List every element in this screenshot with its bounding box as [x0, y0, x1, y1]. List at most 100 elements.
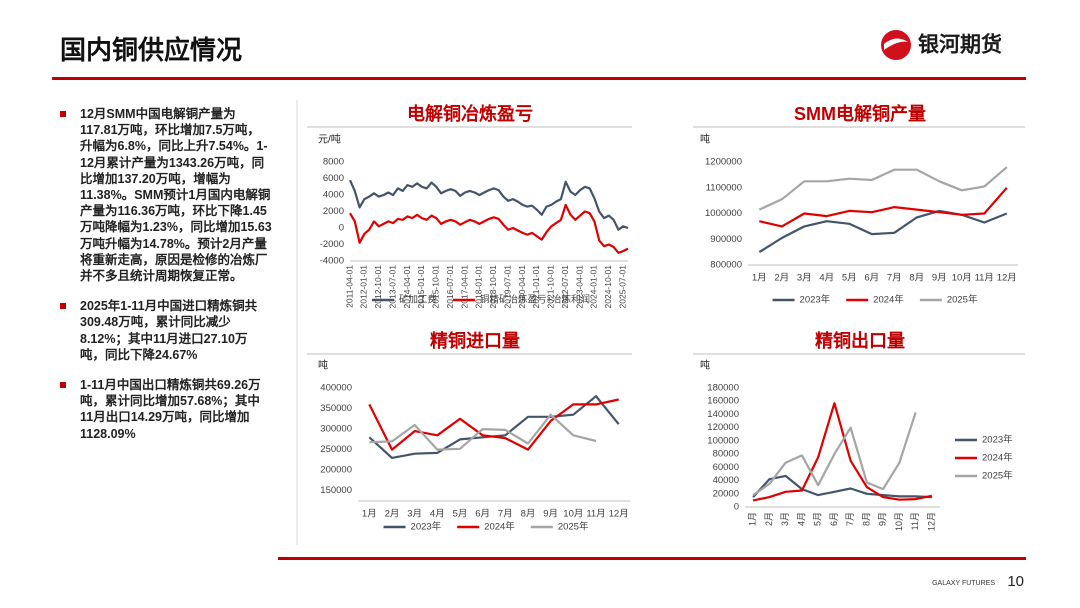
x-tick-label: 2025-07-01	[617, 265, 627, 309]
x-tick-label: 8月	[909, 273, 924, 284]
series-line	[758, 166, 1008, 211]
bullet: 2025年1-11月中国进口精炼铜共309.48万吨，累计同比减少8.12%；其…	[60, 298, 272, 363]
y-tick-label: 140000	[707, 409, 739, 420]
y-tick-label: 200000	[320, 465, 352, 476]
x-tick-label: 6月	[864, 273, 879, 284]
x-tick-label: 11月	[586, 509, 605, 520]
chart-title: 精铜进口量	[430, 330, 520, 351]
series-line	[752, 402, 933, 502]
bullet-list: 12月SMM中国电解铜产量为117.81万吨，环比增加7.5万吨，升幅为6.8%…	[60, 106, 272, 456]
y-tick-label: 800000	[710, 260, 742, 271]
chart-title: SMM电解铜产量	[794, 103, 926, 124]
y-tick-label: 40000	[713, 475, 739, 486]
x-tick-label: 2月	[764, 512, 774, 526]
series-line	[348, 179, 629, 231]
x-tick-label: 8月	[521, 509, 536, 520]
x-tick-label: 4月	[430, 509, 445, 520]
y-tick-label: 1200000	[705, 157, 742, 168]
legend-label: 2023年	[982, 434, 1013, 446]
x-tick-label: 2021-10-01	[546, 265, 556, 309]
x-tick-label: 5月	[842, 273, 857, 284]
y-tick-label: 900000	[710, 234, 742, 245]
y-tick-label: 60000	[713, 462, 739, 473]
y-unit: 元/吨	[318, 133, 341, 146]
y-unit: 吨	[700, 133, 710, 146]
x-tick-label: 2024-01-01	[589, 265, 599, 309]
y-unit: 吨	[318, 359, 328, 372]
x-tick-label: 2011-04-01	[344, 265, 354, 308]
x-tick-label: 2012-10-01	[373, 265, 383, 309]
footer-brand: GALAXY FUTURES	[932, 580, 995, 587]
legend: 2023年 2024年 2025年	[383, 521, 589, 533]
chart-title: 电解铜冶炼盈亏	[407, 103, 533, 124]
slide-title: 国内铜供应情况	[60, 35, 242, 65]
y-tick-label: 1000000	[705, 208, 742, 219]
x-tick-label: 2016-07-01	[445, 265, 455, 309]
x-tick-label: 2017-04-01	[459, 265, 469, 309]
y-unit: 吨	[700, 359, 710, 372]
bullet: 12月SMM中国电解铜产量为117.81万吨，环比增加7.5万吨，升幅为6.8%…	[60, 106, 272, 284]
x-tick-label: 2014-04-01	[402, 265, 412, 309]
series-line	[759, 187, 1008, 228]
x-tick-label: 12月	[997, 273, 1017, 284]
y-tick-label: 6000	[323, 173, 344, 184]
y-tick-label: 150000	[320, 485, 352, 496]
x-tick-label: 6月	[829, 512, 839, 526]
y-tick-label: 8000	[323, 157, 344, 168]
series-line	[349, 203, 629, 254]
x-tick-label: 2015-01-01	[416, 265, 426, 309]
x-tick-label: 2015-10-01	[431, 265, 441, 309]
x-tick-label: 7月	[887, 273, 902, 284]
chart-title: 精铜出口量	[815, 330, 905, 351]
x-tick-label: 2月	[774, 273, 789, 284]
x-tick-label: 11月	[975, 273, 994, 284]
x-tick-label: 5月	[813, 512, 823, 526]
series-line	[752, 412, 917, 497]
y-tick-label: 350000	[320, 403, 352, 414]
y-tick-label: 100000	[707, 435, 739, 446]
x-tick-label: 5月	[453, 509, 468, 520]
y-tick-label: 400000	[320, 383, 352, 394]
y-tick-label: 1100000	[706, 182, 742, 193]
logo: 银河期货	[881, 30, 1002, 60]
x-tick-label: 2020-04-01	[517, 265, 527, 309]
x-tick-label: 2012-01-01	[359, 265, 369, 309]
x-tick-label: 1月	[748, 512, 758, 526]
x-tick-label: 1月	[362, 509, 377, 520]
legend: 2023年 2024年 2025年	[955, 434, 1013, 482]
legend-label: 2023年	[411, 521, 442, 533]
logo-icon	[881, 30, 911, 60]
x-tick-label: 9月	[543, 509, 558, 520]
x-tick-label: 2022-07-01	[560, 265, 570, 309]
bullet: 1-11月中国出口精炼铜共69.26万吨，累计同比增加57.68%；其中11月出…	[60, 377, 272, 442]
y-tick-label: 160000	[707, 396, 739, 407]
x-tick-label: 3月	[780, 512, 790, 526]
legend-label: 矿加工费	[399, 294, 437, 306]
legend-label: 铜精矿冶炼盈亏+冶炼利润	[480, 294, 590, 306]
y-tick-label: 250000	[320, 444, 352, 455]
header-rule	[52, 77, 1026, 80]
legend-label: 2025年	[947, 294, 978, 306]
series-line	[752, 474, 932, 499]
x-tick-label: 12月	[609, 509, 629, 520]
x-tick-label: 11月	[910, 512, 920, 530]
x-tick-label: 2013-07-01	[387, 265, 397, 309]
y-tick-label: 4000	[323, 190, 344, 201]
logo-swoosh	[884, 38, 908, 50]
page-number: 10	[1007, 573, 1024, 590]
x-tick-label: 10月	[952, 273, 972, 284]
legend-label: 2023年	[800, 294, 831, 306]
legend: 2023年 2024年 2025年	[772, 294, 978, 306]
y-tick-label: 0	[339, 223, 344, 234]
x-tick-label: 2月	[385, 509, 400, 520]
legend: 矿加工费 铜精矿冶炼盈亏+冶炼利润	[371, 294, 590, 306]
x-tick-label: 2018-10-01	[488, 265, 498, 309]
x-tick-label: 7月	[845, 512, 855, 526]
x-tick-label: 9月	[878, 512, 888, 526]
x-tick-label: 2024-10-01	[603, 265, 613, 309]
